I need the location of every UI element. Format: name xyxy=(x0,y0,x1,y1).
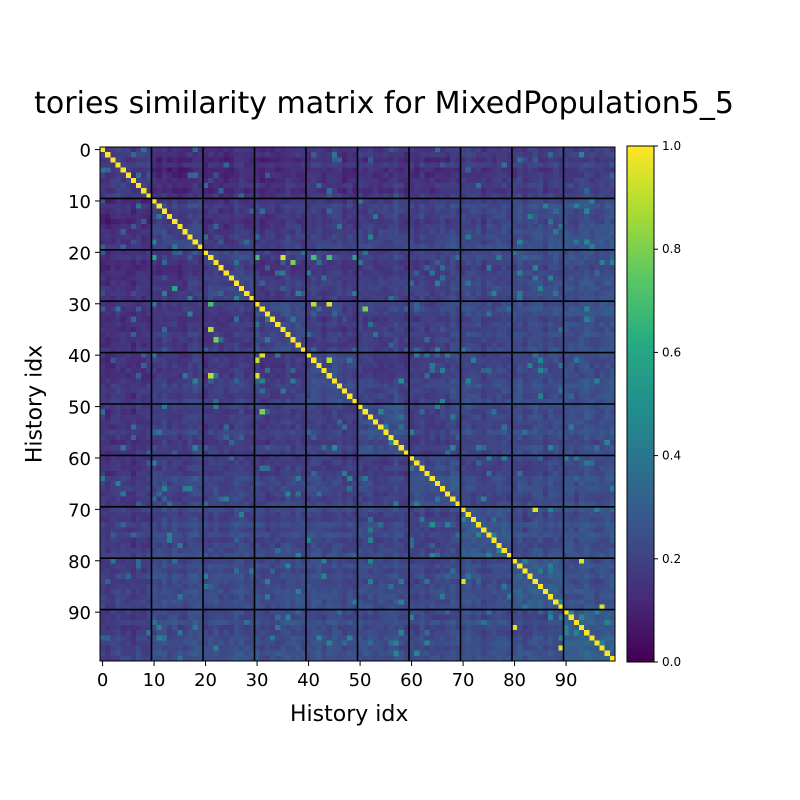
plot-frame xyxy=(99,146,616,662)
x-tick-label: 60 xyxy=(400,670,423,691)
colorbar-tick-label: 0.8 xyxy=(662,242,681,256)
x-tick-label: 50 xyxy=(349,670,372,691)
x-tick-label: 70 xyxy=(452,670,475,691)
x-tick-label: 40 xyxy=(297,670,320,691)
y-tick-label: 90 xyxy=(68,603,91,624)
x-tick-label: 20 xyxy=(194,670,217,691)
y-tick-label: 50 xyxy=(68,398,91,419)
colorbar-tick-label: 0.2 xyxy=(662,552,681,566)
x-axis-label: History idx xyxy=(290,702,409,727)
colorbar-tick-label: 0.0 xyxy=(662,655,681,669)
y-tick-label: 0 xyxy=(80,141,91,162)
colorbar-tick-label: 1.0 xyxy=(662,139,681,153)
colorbar xyxy=(627,146,654,662)
colorbar-axis: 0.0 0.2 0.4 0.6 0.8 1.0 xyxy=(626,139,681,669)
y-tick-label: 80 xyxy=(68,552,91,573)
x-tick-label: 80 xyxy=(503,670,526,691)
y-tick-label: 40 xyxy=(68,346,91,367)
x-tick-label: 90 xyxy=(555,670,578,691)
colorbar-tick-label: 0.6 xyxy=(662,345,681,359)
y-tick-label: 20 xyxy=(68,243,91,264)
y-tick-label: 30 xyxy=(68,295,91,316)
chart-title: tories similarity matrix for MixedPopula… xyxy=(34,86,734,121)
y-axis-label: History idx xyxy=(22,344,48,464)
y-tick-label: 60 xyxy=(68,449,91,470)
x-tick-label: 0 xyxy=(97,670,108,691)
x-tick-label: 10 xyxy=(143,670,166,691)
heatmap-overlay: 0 10 20 30 40 50 60 70 80 90 0 10 20 30 40 50 60 70 80 90 xyxy=(68,141,616,691)
colorbar-frame xyxy=(626,145,655,663)
y-tick-label: 70 xyxy=(68,500,91,521)
y-tick-label: 10 xyxy=(68,192,91,213)
colorbar-gradient xyxy=(627,146,654,662)
x-tick-label: 30 xyxy=(246,670,269,691)
colorbar-tick-label: 0.4 xyxy=(662,449,681,463)
